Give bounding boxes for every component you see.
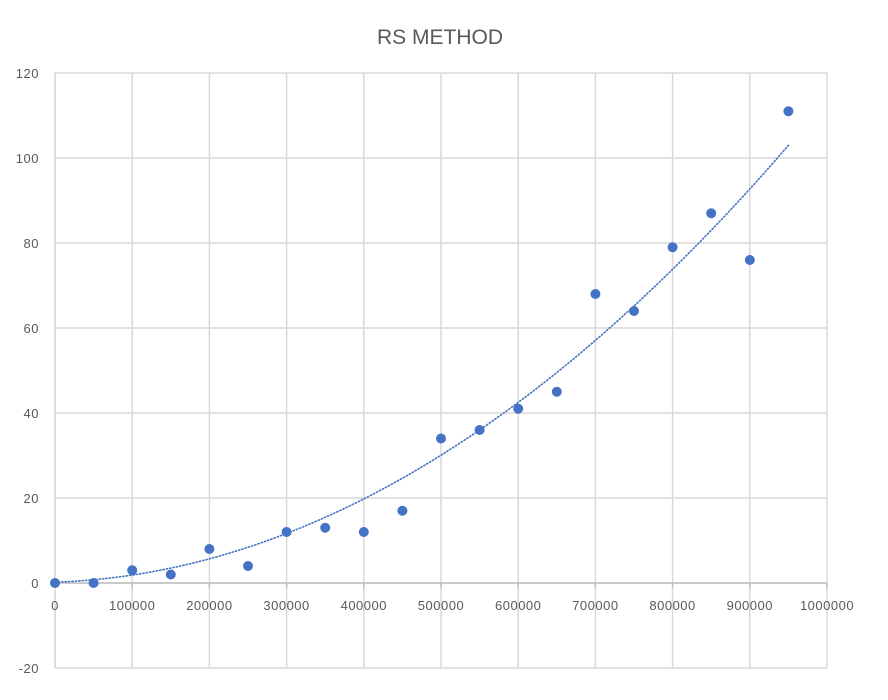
data-point — [744, 255, 755, 265]
data-point — [358, 527, 369, 537]
data-point — [667, 242, 678, 253]
data-point — [629, 306, 639, 316]
x-tick-label: 0 — [51, 598, 59, 613]
y-tick-label: 60 — [24, 321, 39, 336]
data-point — [127, 565, 138, 576]
data-point — [706, 208, 717, 219]
data-point — [243, 561, 253, 571]
x-axis-tick-labels: 0 100000 200000 300000 400000 500000 600000 700… — [51, 598, 854, 613]
y-tick-label: 100 — [16, 151, 39, 166]
x-tick-label: 800000 — [649, 598, 695, 613]
data-point — [551, 386, 562, 397]
x-tick-label: 900000 — [727, 598, 773, 613]
x-tick-label: 1000000 — [800, 598, 854, 613]
x-tick-label: 100000 — [109, 598, 155, 613]
data-point — [474, 425, 485, 435]
y-tick-label: 20 — [24, 491, 39, 506]
x-tick-label: 600000 — [495, 598, 541, 613]
data-point — [513, 403, 524, 414]
data-point — [204, 544, 215, 554]
x-tick-label: 300000 — [263, 598, 309, 613]
data-point — [783, 106, 794, 117]
y-axis-tick-labels: -20 0 20 40 60 80 100 120 — [16, 66, 39, 676]
y-tick-label: -20 — [19, 661, 39, 676]
data-point — [590, 289, 601, 299]
data-point — [281, 527, 292, 537]
y-tick-label: 40 — [24, 406, 39, 421]
data-point — [320, 522, 331, 533]
y-tick-label: 0 — [31, 576, 39, 591]
data-point — [50, 578, 60, 588]
data-point — [397, 505, 408, 516]
y-tick-label: 120 — [16, 66, 39, 81]
data-point — [165, 569, 176, 580]
trendline-layer — [54, 144, 790, 583]
x-tick-label: 700000 — [572, 598, 618, 613]
data-point — [88, 578, 99, 588]
x-tick-label: 400000 — [341, 598, 387, 613]
y-tick-label: 80 — [24, 236, 39, 251]
data-points — [50, 106, 794, 588]
trendline — [54, 144, 790, 583]
axes — [54, 73, 828, 668]
data-point — [436, 433, 446, 444]
x-tick-label: 200000 — [186, 598, 232, 613]
x-tick-label: 500000 — [418, 598, 464, 613]
chart-title: RS METHOD — [377, 26, 503, 49]
